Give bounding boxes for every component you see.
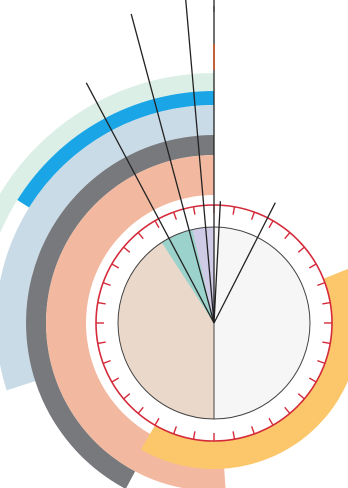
dial-tick [123, 246, 131, 253]
arc-dark-gray [26, 135, 214, 488]
dial-tick [297, 246, 305, 253]
dial-tick [297, 393, 305, 400]
spoke [185, 0, 215, 324]
dial-tick [172, 426, 178, 435]
dial-tick [317, 359, 326, 365]
dial-tick [322, 301, 331, 305]
dial-tick [308, 263, 317, 269]
spoke [213, 201, 222, 324]
dial-tick [102, 281, 111, 287]
dial-tick [154, 417, 160, 426]
dial-tick [172, 211, 178, 220]
dial-tick [123, 393, 131, 400]
dial-tick [250, 426, 256, 435]
arc-yellow [141, 268, 348, 469]
dial-tick [268, 220, 274, 229]
dial-tick [137, 232, 144, 240]
arc-salmon [46, 155, 226, 488]
dial-tick [322, 341, 331, 345]
spoke [213, 202, 276, 324]
spoke [130, 13, 215, 324]
dial-tick [154, 220, 160, 229]
dial-tick [232, 431, 236, 440]
dial-tick [111, 263, 120, 269]
dial-tick [97, 341, 106, 345]
dial-tick [250, 211, 256, 220]
arc-light-blue [0, 105, 214, 391]
dial-tick [97, 301, 106, 305]
dial-tick [102, 359, 111, 365]
dial-tick [137, 406, 144, 414]
lavender-wedge [192, 227, 214, 323]
dial-tick [308, 377, 317, 383]
dial-tick [284, 232, 291, 240]
dial-tick [192, 431, 196, 440]
spoke [85, 82, 215, 324]
dial-tick [111, 377, 120, 383]
spokes-layer [85, 0, 276, 324]
dial-tick [268, 417, 274, 426]
dial-tick [232, 206, 236, 215]
dial-tick [192, 206, 196, 215]
dial-tick [284, 406, 291, 414]
arcs-layer [0, 73, 348, 488]
dial-tick [317, 281, 326, 287]
arc-pale-green [0, 73, 214, 234]
